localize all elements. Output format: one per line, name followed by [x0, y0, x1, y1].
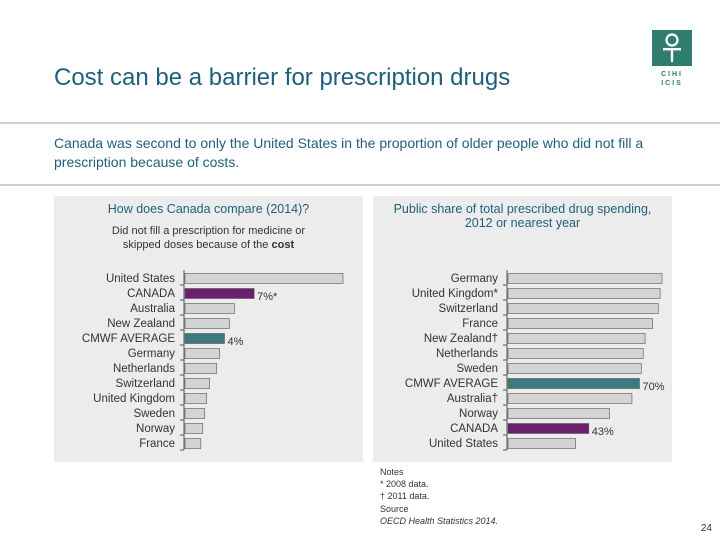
page-title: Cost can be a barrier for prescription d…	[54, 64, 511, 91]
data-label: 43%	[592, 426, 614, 438]
source-heading: Source	[380, 503, 409, 514]
logo-text-en: CIHI	[661, 71, 683, 78]
bar	[507, 408, 610, 419]
source-text: OECD Health Statistics 2014.	[380, 515, 499, 526]
bar	[184, 393, 208, 404]
bar	[507, 378, 640, 389]
left-chart-title: How does Canada compare (2014)?	[107, 202, 310, 216]
category-label: Netherlands	[113, 363, 175, 375]
category-label: Australia	[130, 303, 175, 315]
category-label: Sweden	[456, 363, 498, 375]
divider-bottom	[0, 184, 720, 186]
note-line: * 2008 data.	[380, 479, 429, 490]
bar	[184, 288, 255, 299]
left-chart-subtitle: Did not fill a prescription for medicine…	[94, 224, 323, 252]
category-label: Switzerland	[116, 378, 175, 390]
category-label: Switzerland	[439, 303, 498, 315]
subtitle: Canada was second to only the United Sta…	[54, 135, 644, 170]
category-label: United Kingdom	[93, 393, 175, 405]
bar	[184, 318, 230, 329]
category-label: United Kingdom*	[412, 288, 499, 300]
note-line: † 2011 data.	[380, 491, 430, 502]
category-label: Norway	[136, 423, 175, 435]
left-chart-panel	[54, 196, 363, 462]
bar	[507, 303, 659, 314]
category-label: Norway	[459, 408, 498, 420]
category-label: France	[139, 438, 175, 450]
category-label: Germany	[451, 273, 499, 285]
bar	[184, 408, 206, 419]
bar	[184, 333, 225, 344]
category-label: CANADA	[450, 423, 498, 435]
bar	[184, 363, 217, 374]
bar	[507, 333, 646, 344]
category-label: New Zealand†	[424, 333, 498, 345]
bar	[184, 423, 204, 434]
notes: Notes * 2008 data. † 2011 data. Source O…	[380, 466, 498, 527]
left-bar-chart: United States CANADA 7%* Australia New Zeala…	[82, 270, 344, 451]
divider-top	[0, 122, 720, 124]
data-label: 70%	[642, 381, 664, 393]
bar	[507, 318, 653, 329]
category-label: France	[462, 318, 498, 330]
bar	[507, 363, 642, 374]
bar	[184, 378, 210, 389]
logo-mark-icon	[652, 30, 692, 66]
category-label: United States	[106, 273, 175, 285]
notes-heading: Notes	[380, 467, 404, 477]
category-label: CMWF AVERAGE	[82, 333, 175, 345]
bar	[507, 348, 644, 359]
data-label: 4%	[228, 336, 244, 348]
category-label: Australia†	[447, 393, 498, 405]
category-label: Netherlands	[436, 348, 498, 360]
bar	[507, 288, 661, 299]
category-label: New Zealand	[107, 318, 175, 330]
category-label: CANADA	[127, 288, 175, 300]
left-chart-subtitle-text: Did not fill a prescription for medicine…	[111, 225, 306, 251]
right-bar-chart: Germany United Kingdom* Switzerland France N…	[405, 270, 665, 451]
logo-text-fr: ICIS	[661, 80, 683, 87]
bar	[507, 393, 633, 404]
category-label: Sweden	[133, 408, 175, 420]
data-label: 7%*	[257, 291, 278, 303]
bar	[184, 303, 235, 314]
bar	[184, 273, 344, 284]
page-number: 24	[700, 523, 712, 534]
cihi-logo: CIHI ICIS	[652, 30, 692, 94]
bar	[507, 273, 663, 284]
bar	[184, 438, 202, 449]
left-chart-subtitle-emphasis: cost	[271, 239, 295, 251]
bar	[184, 348, 220, 359]
category-label: United States	[429, 438, 498, 450]
right-chart-title: Public share of total prescribed drug sp…	[393, 202, 652, 230]
bar	[507, 423, 590, 434]
bar	[507, 438, 576, 449]
category-label: CMWF AVERAGE	[405, 378, 498, 390]
category-label: Germany	[128, 348, 176, 360]
